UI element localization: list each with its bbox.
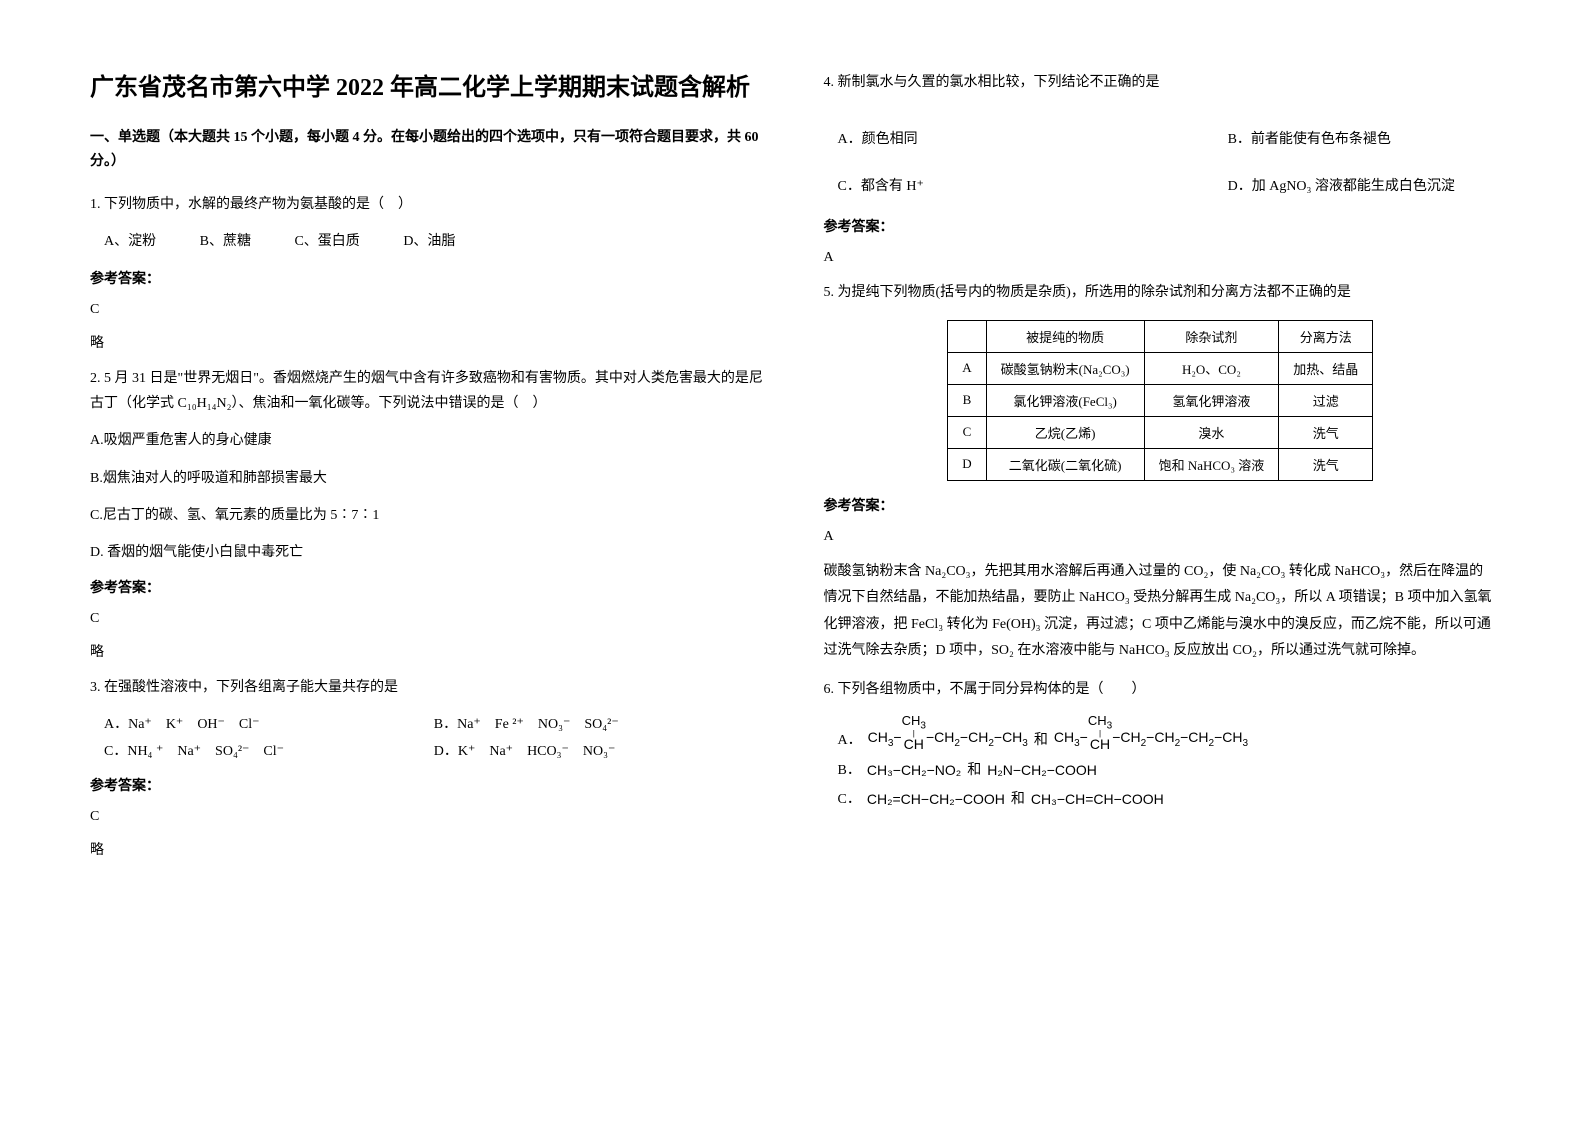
right-column: 4. 新制氯水与久置的氯水相比较，下列结论不正确的是 A．颜色相同 B．前者能使… [824,70,1498,1082]
chem-branch: CH3 | CH [1088,714,1112,750]
th-3: 分离方法 [1279,320,1373,352]
table-row: C 乙烷(乙烯) 溴水 洗气 [948,416,1373,448]
q2-optC: C.尼古丁的碳、氢、氧元素的质量比为 5∶7∶1 [90,503,764,528]
q5-answer-label: 参考答案： [824,495,1498,515]
q6-text: 6. 下列各组物质中，不属于同分异构体的是（ ） [824,677,1498,702]
cell: 加热、结晶 [1279,352,1373,384]
and-label: 和 [967,761,981,781]
q3-optA: A．Na⁺ K⁺ OH⁻ Cl⁻ [104,712,434,739]
and-label: 和 [1034,731,1048,751]
q6-optA-label: A． [838,731,862,751]
q3-options: A．Na⁺ K⁺ OH⁻ Cl⁻ B．Na⁺ Fe ²⁺ NO₃⁻ SO₄²⁻ … [90,712,764,765]
cell: 溴水 [1144,416,1279,448]
cell: A [948,352,986,384]
table-row: D 二氧化碳(二氧化硫) 饱和 NaHCO₃ 溶液 洗气 [948,448,1373,480]
q4-text: 4. 新制氯水与久置的氯水相比较，下列结论不正确的是 [824,70,1498,95]
th-1: 被提纯的物质 [986,320,1144,352]
q3-text: 3. 在强酸性溶液中，下列各组离子能大量共存的是 [90,675,764,700]
chem-formula: −CH2−CH2−CH3 [926,728,1028,751]
q1-note: 略 [90,332,764,352]
q5-text: 5. 为提纯下列物质(括号内的物质是杂质)，所选用的除杂试剂和分离方法都不正确的… [824,280,1498,305]
q2-answer: C [90,611,764,627]
cell: C [948,416,986,448]
q4-answer: A [824,250,1498,266]
cell: 洗气 [1279,448,1373,480]
section-heading: 一、单选题（本大题共 15 个小题，每小题 4 分。在每小题给出的四个选项中，只… [90,126,764,174]
q2-optB: B.烟焦油对人的呼吸道和肺部损害最大 [90,466,764,491]
q4-answer-label: 参考答案： [824,216,1498,236]
q3-optD: D．K⁺ Na⁺ HCO₃⁻ NO₃⁻ [434,739,764,766]
cell: 二氧化碳(二氧化硫) [986,448,1144,480]
q3-answer: C [90,809,764,825]
cell: 洗气 [1279,416,1373,448]
th-0 [948,320,986,352]
q6-optB-label: B． [838,761,861,781]
document-title: 广东省茂名市第六中学 2022 年高二化学上学期期末试题含解析 [90,70,764,106]
q1-options: A、淀粉 B、蔗糖 C、蛋白质 D、油脂 [90,229,764,254]
chem-branch: CH3 | CH [902,714,926,750]
chem-formula: CH3− [868,728,902,751]
q2-optD: D. 香烟的烟气能使小白鼠中毒死亡 [90,540,764,565]
q1-answer: C [90,302,764,318]
q4-optC: C．都含有 H⁺ [824,174,1228,201]
q2-text: 2. 5 月 31 日是"世界无烟日"。香烟燃烧产生的烟气中含有许多致癌物和有害… [90,366,764,416]
th-2: 除杂试剂 [1144,320,1279,352]
chem-formula: CH₃−CH=CH−COOH [1031,790,1164,810]
table-header-row: 被提纯的物质 除杂试剂 分离方法 [948,320,1373,352]
q3-answer-label: 参考答案： [90,775,764,795]
q5-answer: A [824,529,1498,545]
q5-explanation: 碳酸氢钠粉末含 Na₂CO₃，先把其用水溶解后再通入过量的 CO₂，使 Na₂C… [824,559,1498,665]
cell: 过滤 [1279,384,1373,416]
q6-optA: A． CH3− CH3 | CH −CH2−CH2−CH3 和 CH3− CH3… [824,714,1498,750]
q1-text: 1. 下列物质中，水解的最终产物为氨基酸的是（ ） [90,192,764,217]
q1-optB: B、蔗糖 [200,234,251,249]
q6-optB: B． CH₃−CH₂−NO₂ 和 H₂N−CH₂−COOH [824,761,1498,781]
q6-optC-label: C． [838,790,861,810]
q3-optB: B．Na⁺ Fe ²⁺ NO₃⁻ SO₄²⁻ [434,712,764,739]
and-label: 和 [1011,790,1025,810]
q1-optD: D、油脂 [403,234,455,249]
q2-note: 略 [90,641,764,661]
cell: B [948,384,986,416]
cell: 氯化钾溶液(FeCl₃) [986,384,1144,416]
q3-optC: C．NH₄ ⁺ Na⁺ SO₄²⁻ Cl⁻ [104,739,434,766]
chem-formula: CH₃−CH₂−NO₂ [867,761,961,781]
q4-optB: B．前者能使有色布条褪色 [1228,127,1497,154]
q5-table: 被提纯的物质 除杂试剂 分离方法 A 碳酸氢钠粉末(Na₂CO₃) H₂O、CO… [947,320,1373,481]
q3-note: 略 [90,839,764,859]
left-column: 广东省茂名市第六中学 2022 年高二化学上学期期末试题含解析 一、单选题（本大… [90,70,764,1082]
q1-optC: C、蛋白质 [294,234,359,249]
table-row: B 氯化钾溶液(FeCl₃) 氢氧化钾溶液 过滤 [948,384,1373,416]
cell: 饱和 NaHCO₃ 溶液 [1144,448,1279,480]
q6-optC: C． CH₂=CH−CH₂−COOH 和 CH₃−CH=CH−COOH [824,790,1498,810]
chem-formula: H₂N−CH₂−COOH [987,761,1097,781]
q1-optA: A、淀粉 [104,234,156,249]
cell: 碳酸氢钠粉末(Na₂CO₃) [986,352,1144,384]
q4-optA: A．颜色相同 [824,127,1228,154]
q1-answer-label: 参考答案： [90,268,764,288]
q4-options: A．颜色相同 B．前者能使有色布条褪色 C．都含有 H⁺ D．加 AgNO₃ 溶… [824,127,1498,206]
chem-formula: −CH2−CH2−CH2−CH3 [1112,728,1248,751]
q2-answer-label: 参考答案： [90,577,764,597]
cell: 氢氧化钾溶液 [1144,384,1279,416]
cell: 乙烷(乙烯) [986,416,1144,448]
cell: D [948,448,986,480]
q2-optA: A.吸烟严重危害人的身心健康 [90,428,764,453]
cell: H₂O、CO₂ [1144,352,1279,384]
table-row: A 碳酸氢钠粉末(Na₂CO₃) H₂O、CO₂ 加热、结晶 [948,352,1373,384]
chem-formula: CH₂=CH−CH₂−COOH [867,790,1005,810]
q4-optD: D．加 AgNO₃ 溶液都能生成白色沉淀 [1228,174,1497,201]
chem-formula: CH3− [1054,728,1088,751]
